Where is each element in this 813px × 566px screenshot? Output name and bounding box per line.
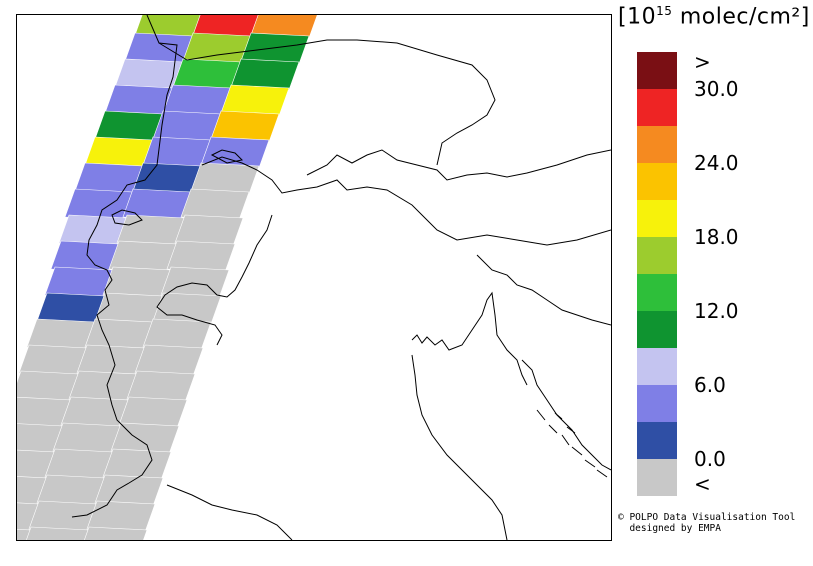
credit-line-2: designed by EMPA <box>618 523 721 534</box>
unit-prefix: [10 <box>618 4 657 30</box>
colorbar-swatch <box>637 52 677 89</box>
colorbar-swatch <box>637 274 677 311</box>
swath-pixel <box>84 526 148 540</box>
colorbar-swatch <box>637 163 677 200</box>
colorbar-swatch <box>637 237 677 274</box>
colorbar-swatch <box>637 200 677 237</box>
unit-exponent: 15 <box>656 4 673 18</box>
colorbar-tick-label: 12.0 <box>694 299 739 323</box>
colorbar-swatch <box>637 459 677 496</box>
colorbar-tick-label: 18.0 <box>694 225 739 249</box>
colorbar-swatch <box>637 126 677 163</box>
credit-line-1: © POLPO Data Visualisation Tool <box>618 512 796 523</box>
border-austria-italy <box>306 149 611 181</box>
colorbar-swatch <box>637 89 677 126</box>
border-slovenia <box>476 254 611 326</box>
coast-ligurian <box>166 484 293 540</box>
swath-pixel <box>190 162 260 195</box>
map-panel[interactable] <box>16 14 612 541</box>
swath-pixel <box>250 15 318 39</box>
swath-pixel-layer <box>17 15 318 540</box>
swath-pixel <box>220 84 290 117</box>
colorbar-swatch <box>637 422 677 459</box>
swath-pixel <box>26 526 90 540</box>
colorbar-tick-label: > <box>694 50 711 74</box>
swath-pixel <box>230 58 300 91</box>
colorbar-tick-label: < <box>694 472 711 496</box>
border-germany-switzerland <box>158 39 496 166</box>
colorbar <box>637 52 677 496</box>
swath-pixel <box>210 110 280 143</box>
satellite-swath-map <box>17 15 611 540</box>
colorbar-tick-label: 24.0 <box>694 151 739 175</box>
border-italy-france-alps <box>156 214 273 346</box>
colorbar-tick-label: 6.0 <box>694 373 726 397</box>
border-france-switzerland <box>71 15 178 518</box>
colorbar-tick-label: 0.0 <box>694 447 726 471</box>
colorbar-swatch <box>637 385 677 422</box>
coast-croatia <box>521 359 611 471</box>
lake-constance <box>210 149 244 164</box>
colorbar-swatch <box>637 348 677 385</box>
coast-italy-east <box>411 354 508 540</box>
colorbar-swatch <box>637 311 677 348</box>
colorbar-unit-label: [1015 molec/cm²] <box>618 4 810 29</box>
country-borders <box>71 15 611 540</box>
croatian-islands <box>536 409 608 478</box>
colorbar-tick-label: 30.0 <box>694 77 739 101</box>
lake-geneva <box>111 209 143 226</box>
border-switzerland-italy-north <box>201 156 611 246</box>
credit-text: © POLPO Data Visualisation Tool designed… <box>618 512 795 534</box>
coast-adriatic-north <box>411 291 528 386</box>
unit-suffix: molec/cm²] <box>672 4 810 30</box>
